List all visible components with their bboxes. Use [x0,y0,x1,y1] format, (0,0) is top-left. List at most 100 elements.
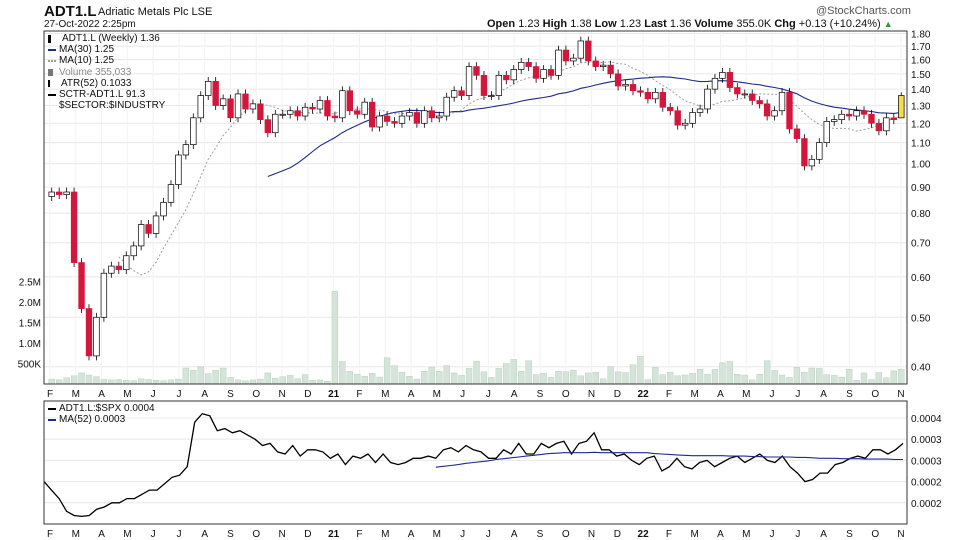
volume-bar [585,372,592,385]
candle-body [301,106,309,117]
volume-bar [674,375,681,385]
volume-bar [503,363,510,385]
candle-body [264,119,272,134]
volume-bar [853,380,860,385]
x-tick-label: M [381,389,389,400]
open-label: Open [487,18,516,30]
candle-body [518,61,525,70]
volume-bar [354,374,361,385]
volume-bar [659,374,666,385]
volume-bar [682,374,689,385]
x-tick-label: J [151,389,156,400]
candle-body [272,113,279,134]
ratio-panel [43,412,907,518]
volume-bar [212,369,219,385]
x-tick-label: D [614,529,621,540]
volume-bar [547,377,555,385]
price-tick-label: 1.80 [911,29,931,40]
candle-body [801,138,808,167]
volume-bar [78,372,85,385]
candle-body [205,81,212,96]
legend-text: ADT1.L (Weekly) 1.36 [62,33,160,44]
x-tick-label: 22 [638,529,650,540]
volume-bar [227,377,234,385]
volume-bar [406,376,413,385]
volume-bar [145,379,152,385]
x-tick-label: O [252,389,260,400]
volume-bar [197,366,204,385]
x-tick-label: S [846,529,853,540]
price-tick-label: 1.20 [911,119,931,130]
volume-bar [48,378,55,385]
volume-bar [443,365,450,385]
price-tick-label: 0.70 [911,239,931,250]
x-tick-label: A [201,389,208,400]
last-label: Last [644,18,667,30]
volume-bar [890,370,897,385]
candle-body [376,115,383,128]
volume-bar [331,291,339,385]
x-tick-label: F [356,529,362,540]
candle-body [689,112,696,124]
volume-bar [488,377,495,385]
candle-body [875,122,883,132]
candle-body [525,61,532,67]
volume-swatch-icon [48,68,53,76]
candle-body [167,184,175,203]
candle-body [704,88,711,110]
candle-body [771,110,778,117]
x-tick-label: M [691,529,699,540]
candle-body [808,158,816,167]
x-tick-label: M [123,389,131,400]
candle-body [853,110,860,117]
volume-bar [778,374,786,385]
x-tick-label: M [72,529,80,540]
x-tick-label: O [562,529,570,540]
x-tick-label: J [176,389,181,400]
x-tick-label: F [47,389,53,400]
candle-body [361,101,368,115]
candle-body [845,113,853,117]
x-tick-label: J [770,389,775,400]
navy-line-swatch-icon [48,418,56,421]
volume-tick-label: 1.5M [19,319,41,330]
ratio-legend: ADT1.L:$SPX 0.0004 MA(52) 0.0003 [48,403,155,425]
candle-body [413,112,421,124]
price-tick-label: 0.80 [911,209,931,220]
volume-bar [808,367,815,385]
candle-body [324,100,331,117]
candle-body [398,115,406,124]
candle-body [316,100,324,110]
x-tick-label: A [408,529,415,540]
candle-body [450,90,458,98]
candle-body [540,69,547,79]
x-tick-label: J [795,389,800,400]
candle-body [406,112,413,117]
x-tick-label: J [460,389,465,400]
volume-bar [726,361,734,385]
volume-bar [167,379,175,385]
volume-bar [257,378,264,385]
candle-body [70,191,78,263]
x-tick-label: J [460,529,465,540]
x-tick-label: N [278,529,285,540]
x-tick-label: M [742,389,750,400]
volume-bar [898,369,905,385]
high-label: High [542,18,568,30]
x-tick-label: N [897,529,904,540]
volume-bar [70,375,78,385]
x-tick-label: 22 [638,389,650,400]
candle-body [629,84,637,92]
volume-bar [577,375,584,385]
volume-bar [667,371,674,385]
x-tick-label: A [511,529,518,540]
candle-body [562,49,570,62]
candle-body [495,74,503,96]
volume-bar [413,378,421,385]
x-tick-label: J [176,529,181,540]
candle-body [532,66,540,79]
volume-bar [562,371,570,385]
candle-body [93,316,100,357]
volume-bar [369,373,376,385]
ratio-line [43,412,904,518]
